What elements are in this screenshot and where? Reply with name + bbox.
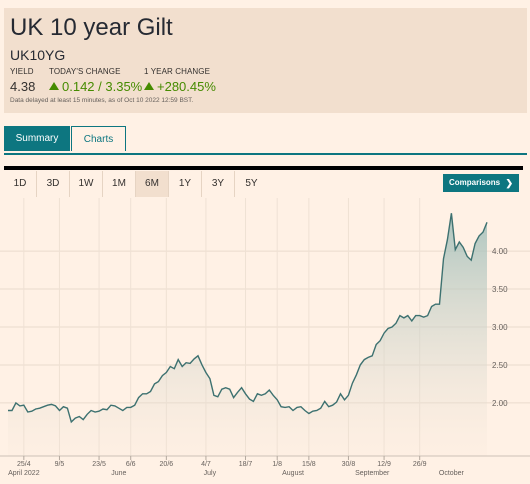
y-tick-label: 4.00 — [492, 247, 508, 256]
todays-change-text: 0.142 / 3.35% — [62, 79, 143, 94]
y-tick-label: 3.00 — [492, 323, 508, 332]
up-arrow-icon — [49, 82, 59, 90]
yield-label: YIELD — [10, 67, 34, 76]
tab-charts[interactable]: Charts — [71, 126, 126, 151]
x-tick-label: 26/9 — [413, 461, 427, 468]
series-line — [8, 213, 488, 424]
x-group-label: June — [111, 470, 126, 477]
x-group-label: July — [204, 470, 217, 477]
x-tick-label: 30/8 — [342, 461, 356, 468]
range-3d[interactable]: 3D — [37, 171, 70, 197]
price-chart[interactable]: 4.00 3.50 3.00 2.50 2.00 25/4 9/5 23/5 6/6 20/6 4… — [0, 198, 530, 484]
range-1d[interactable]: 1D — [4, 171, 37, 197]
quote-header: UK 10 year Gilt UK10YG YIELD TODAY'S CHA… — [4, 8, 527, 113]
series-area — [8, 213, 487, 456]
range-1y[interactable]: 1Y — [169, 171, 202, 197]
x-tick-label: 12/9 — [377, 461, 391, 468]
x-tick-label: 15/8 — [302, 461, 316, 468]
y-tick-label: 2.50 — [492, 361, 508, 370]
range-1w[interactable]: 1W — [70, 171, 103, 197]
x-tick-label: 20/6 — [160, 461, 174, 468]
range-6m[interactable]: 6M — [136, 171, 169, 197]
chevron-right-icon: ❯ — [505, 178, 513, 188]
tab-summary[interactable]: Summary — [4, 126, 70, 151]
y-axis-ticks: 4.00 3.50 3.00 2.50 2.00 — [492, 247, 508, 408]
yield-value: 4.38 — [10, 79, 36, 94]
range-1m[interactable]: 1M — [103, 171, 136, 197]
delay-disclaimer: Data delayed at least 15 minutes, as of … — [10, 97, 194, 104]
comparisons-label: Comparisons — [449, 178, 501, 187]
instrument-title: UK 10 year Gilt — [10, 14, 173, 41]
x-tick-label: 23/5 — [92, 461, 106, 468]
range-3y[interactable]: 3Y — [202, 171, 235, 197]
year-change-value: +280.45% — [144, 79, 216, 94]
todays-change-label: TODAY'S CHANGE — [49, 67, 121, 76]
y-tick-label: 3.50 — [492, 285, 508, 294]
view-tabs: Summary Charts — [4, 126, 527, 155]
chart-divider — [4, 166, 523, 170]
x-axis-groups: April 2022 June July August September October — [8, 470, 464, 477]
x-group-label: October — [439, 470, 465, 477]
x-tick-label: 25/4 — [17, 461, 31, 468]
x-group-label: September — [355, 470, 390, 477]
x-tick-label: 18/7 — [239, 461, 253, 468]
x-group-label: August — [282, 470, 304, 477]
up-arrow-icon — [144, 82, 154, 90]
year-change-text: +280.45% — [157, 79, 216, 94]
range-5y[interactable]: 5Y — [245, 178, 258, 189]
x-tick-label: 6/6 — [126, 461, 136, 468]
year-change-label: 1 YEAR CHANGE — [144, 67, 211, 76]
x-axis-ticks: 25/4 9/5 23/5 6/6 20/6 4/7 18/7 1/8 15/8 30/8 12/9… — [17, 456, 427, 468]
x-tick-label: 1/8 — [272, 461, 282, 468]
x-tick-label: 4/7 — [201, 461, 211, 468]
comparisons-button[interactable]: Comparisons ❯ — [443, 174, 519, 192]
x-tick-label: 9/5 — [55, 461, 65, 468]
instrument-symbol: UK10YG — [10, 47, 66, 63]
x-group-label: April 2022 — [8, 470, 40, 477]
y-tick-label: 2.00 — [492, 399, 508, 408]
todays-change-value: 0.142 / 3.35% — [49, 79, 142, 94]
